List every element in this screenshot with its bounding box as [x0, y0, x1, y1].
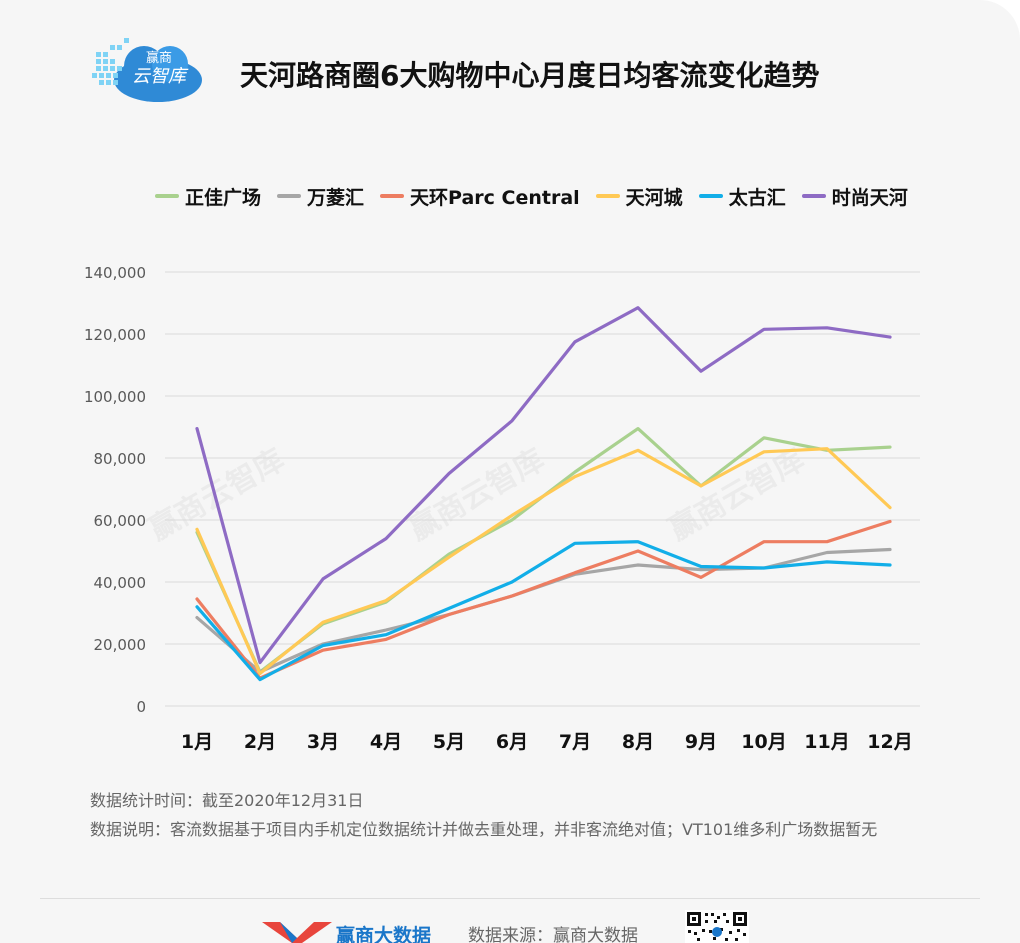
x-tick-label: 9月 [685, 731, 717, 753]
legend-label: 天河城 [625, 186, 683, 209]
legend-label: 正佳广场 [185, 186, 262, 209]
footer-source: 数据来源：赢商大数据 [468, 926, 638, 943]
logo-line2: 云智库 [132, 66, 186, 87]
legend-swatch [698, 194, 723, 198]
x-tick-label: 4月 [370, 731, 402, 753]
x-tick-label: 10月 [741, 731, 786, 753]
y-tick-label: 120,000 [84, 326, 146, 344]
legend-item: 天环Parc Central [380, 183, 580, 210]
legend-swatch [277, 194, 302, 198]
note-time: 数据统计时间：截至2020年12月31日 [90, 791, 364, 810]
logo-text: 赢商 云智库 [123, 52, 195, 88]
y-tick-label: 60,000 [94, 512, 147, 530]
legend-item: 天河城 [595, 183, 683, 210]
qr-code-icon [685, 910, 749, 943]
legend-label: 太古汇 [728, 186, 786, 209]
logo-line1: 赢商 [145, 51, 172, 66]
page-title: 天河路商圈6大购物中心月度日均客流变化趋势 [240, 59, 820, 92]
y-tick-label: 40,000 [94, 574, 147, 592]
footer-brand: 赢商大数据 [336, 925, 432, 943]
brand-logo-icon [262, 922, 332, 943]
x-tick-label: 2月 [244, 731, 276, 753]
x-tick-label: 7月 [559, 731, 591, 753]
series-line [195, 519, 892, 680]
cloud-logo-icon [92, 38, 202, 102]
x-tick-label: 12月 [867, 731, 912, 753]
legend-swatch [801, 194, 826, 198]
x-tick-label: 3月 [307, 731, 339, 753]
x-tick-label: 1月 [181, 731, 213, 753]
legend-label: 天环Parc Central [410, 186, 580, 209]
legend-label: 万菱汇 [307, 186, 365, 209]
legend-swatch [380, 194, 405, 198]
legend-swatch [595, 194, 620, 198]
line-chart: 0 20,000 40,000 60,000 80,000 100,000 120,000 1… [84, 264, 920, 753]
legend-label: 时尚天河 [831, 186, 908, 209]
y-tick-label: 140,000 [84, 264, 146, 282]
notes: 数据统计时间：截至2020年12月31日 数据说明：客流数据基于项目内手机定位数… [90, 786, 920, 844]
x-tick-label: 6月 [496, 731, 528, 753]
footer-divider [40, 898, 980, 899]
y-tick-label: 20,000 [94, 636, 147, 654]
legend-item: 太古汇 [698, 183, 786, 210]
series-line [195, 306, 892, 665]
legend-swatch [155, 194, 179, 198]
x-tick-label: 5月 [433, 731, 465, 753]
series-line [195, 427, 892, 674]
legend-item: 正佳广场 [155, 183, 261, 210]
series-line [195, 447, 892, 676]
y-tick-label: 100,000 [84, 388, 146, 406]
series-line [195, 540, 892, 682]
note-description: 数据说明：客流数据基于项目内手机定位数据统计并做去重处理，并非客流绝对值；VT1… [90, 820, 878, 839]
legend-item: 万菱汇 [277, 183, 364, 210]
chart-legend: 正佳广场 万菱汇 天环Parc Central 天河城 太古汇 时尚天河 [155, 182, 924, 210]
x-tick-label: 11月 [804, 731, 849, 753]
x-tick-label: 8月 [622, 731, 654, 753]
y-tick-label: 80,000 [94, 450, 147, 468]
y-tick-label: 0 [136, 698, 146, 716]
legend-item: 时尚天河 [801, 183, 908, 210]
